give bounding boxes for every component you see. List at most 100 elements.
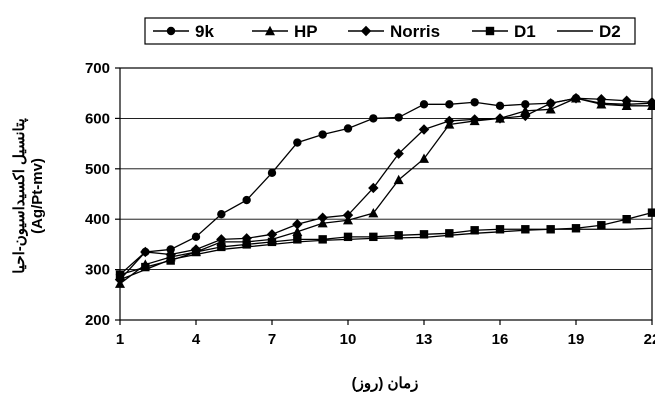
legend-box [144,17,636,45]
legend-marker [166,26,176,36]
data-point-norris [444,115,455,127]
data-point-d1 [419,230,429,239]
data-point-norris [418,124,430,135]
y-axis-title-main: پتانسیل اکسیداسیون-احیا [11,118,29,274]
data-point-d1 [369,232,378,242]
data-point-d1 [571,224,581,233]
y-tick-label: 700 [85,60,110,77]
data-point-9k [521,100,530,109]
data-point-norris [292,219,303,230]
legend-label: D2 [599,22,621,41]
x-tick-label: 1 [116,331,124,348]
data-point-d1 [242,240,251,249]
data-point-9k [394,113,403,122]
data-point-norris [216,234,227,245]
legend-label: HP [294,22,318,41]
data-point-d1 [293,235,302,244]
x-tick-label: 13 [416,331,433,348]
data-point-d1 [647,208,655,217]
data-point-d1 [166,256,175,265]
plot-area-frame [119,67,653,321]
x-axis-title: زمان (روز) [352,375,419,392]
x-tick-label: 7 [268,331,276,348]
data-point-d1 [318,235,327,244]
data-point-d1 [495,225,505,234]
data-point-hp [419,153,429,163]
y-tick-label: 300 [85,262,110,279]
data-point-d1 [470,226,479,235]
data-point-d1 [115,270,125,279]
legend-marker [485,26,495,36]
legend-marker [360,25,372,37]
data-point-norris [621,95,632,106]
x-tick-label: 22 [644,331,655,348]
data-point-d1 [267,237,277,247]
data-point-norris [596,94,607,105]
data-point-hp [520,105,531,116]
data-point-9k [217,209,226,219]
legend-item-norris: Norris [348,22,440,41]
data-point-norris [266,229,278,240]
data-point-norris [393,148,404,159]
data-point-norris [317,212,328,223]
series-line-hp [119,97,652,285]
x-tick-label: 10 [340,331,357,348]
data-point-9k [242,195,251,205]
data-point-d1 [597,221,606,230]
y-axis-ticks: 200 300 400 500 600 700 [85,60,120,329]
legend-item-9k: 9k [153,22,214,41]
legend-item-d1: D1 [472,22,536,41]
data-point-d1 [343,232,353,242]
data-point-d1 [622,215,631,224]
data-point-d1 [141,262,150,272]
data-point-9k [419,100,429,109]
data-point-hp [368,207,379,218]
series-line-d1 [119,212,653,276]
legend-label: D1 [514,22,536,41]
x-tick-label: 4 [192,331,201,348]
data-point-norris [140,246,151,258]
x-axis-ticks: 1 4 7 10 13 16 19 22 [116,320,655,348]
data-point-9k [495,101,505,111]
data-point-d1 [217,242,226,252]
data-point-d1 [191,247,201,257]
legend-item-d2: D2 [557,22,621,41]
data-point-norris [494,113,506,124]
data-point-hp [292,226,303,236]
y-axis-title-unit: (Ag/Pt-mv) [29,158,46,234]
data-point-norris [342,209,354,221]
series-line-norris [119,97,653,281]
x-tick-label: 19 [568,331,585,348]
data-point-9k [369,114,378,123]
grid-lines [120,117,652,271]
data-point-d1 [521,225,530,234]
y-tick-label: 600 [85,110,110,127]
y-tick-label: 500 [85,161,110,178]
legend: 9k HP Norris D1 D2 [144,17,636,45]
series-group [114,93,655,288]
data-point-norris [570,93,582,104]
series-d2 [119,227,653,281]
data-point-9k [445,100,454,109]
data-point-hp [393,174,404,185]
y-tick-label: 400 [85,211,110,228]
data-point-d1 [445,229,454,238]
legend-marker [265,25,275,36]
data-point-norris [545,98,556,109]
data-point-norris [646,97,655,108]
data-point-norris [520,110,531,122]
series-hp [115,93,655,288]
legend-item-hp: HP [252,22,318,41]
x-tick-label: 16 [492,331,509,348]
data-point-hp [545,104,556,114]
data-point-9k [318,130,327,139]
y-tick-label: 200 [85,312,110,329]
legend-label: 9k [195,22,214,41]
data-point-norris [368,182,379,194]
series-line-d2 [119,227,653,281]
data-point-9k [470,98,479,107]
data-point-9k [293,138,302,147]
data-point-9k [191,232,201,242]
